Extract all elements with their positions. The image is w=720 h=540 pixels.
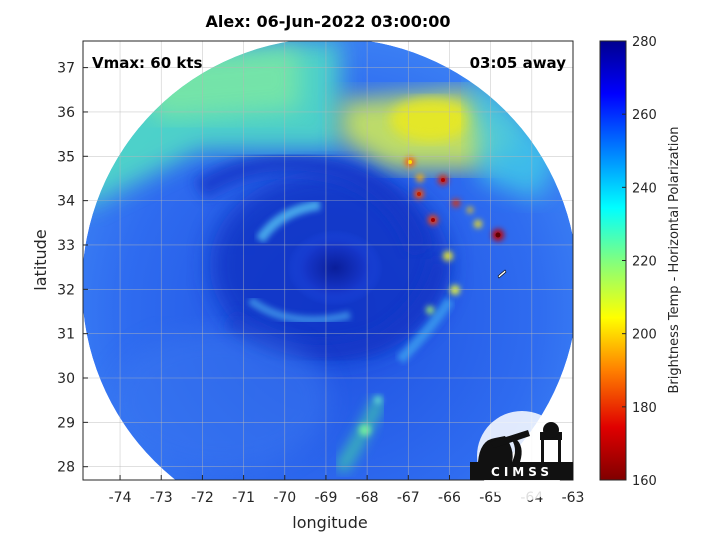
x-tick-label: -73 <box>150 490 173 506</box>
y-tick-label: 31 <box>57 327 75 343</box>
y-tick-label: 29 <box>57 415 75 431</box>
cimss-logo-text: CIMSS <box>491 465 553 479</box>
colorbar-tick-label: 200 <box>632 328 657 343</box>
x-axis-label: longitude <box>292 513 367 532</box>
y-tick-label: 36 <box>57 105 75 121</box>
colorbar-tick-label: 260 <box>632 108 657 123</box>
x-tick-label: -63 <box>562 490 585 506</box>
y-tick-label: 35 <box>57 149 75 165</box>
x-tick-label: -72 <box>191 490 214 506</box>
vmax-label: Vmax: 60 kts <box>92 54 202 72</box>
y-tick-label: 33 <box>57 238 75 254</box>
colorbar-tick-label: 180 <box>632 401 657 416</box>
x-tick-label: -67 <box>397 490 420 506</box>
page-title: Alex: 06-Jun-2022 03:00:00 <box>205 12 451 31</box>
colorbar-ticks: 280 260 240 220 200 180 160 <box>622 35 657 489</box>
colorbar-tick-label: 160 <box>632 474 657 489</box>
y-tick-label: 30 <box>57 371 75 387</box>
brightness-temperature-swath <box>83 41 573 480</box>
x-tick-label: -66 <box>438 490 461 506</box>
x-tick-label: -69 <box>315 490 338 506</box>
cimss-logo: CIMSS <box>470 411 573 501</box>
colorbar-gradient <box>600 41 626 480</box>
axes-frame <box>82 40 574 481</box>
y-tick-label: 37 <box>57 61 75 77</box>
x-tick-label: -70 <box>273 490 296 506</box>
x-tick-label: -74 <box>109 490 132 506</box>
y-axis-label: latitude <box>31 229 50 290</box>
colorbar-tick-label: 220 <box>632 255 657 270</box>
colorbar-tick-label: 240 <box>632 181 657 196</box>
y-tick-label: 34 <box>57 194 75 210</box>
colorbar: 280 260 240 220 200 180 160 Brightness Temp - … <box>599 35 682 489</box>
colorbar-tick-label: 280 <box>632 35 657 50</box>
x-tick-label: -68 <box>356 490 379 506</box>
y-tick-label: 32 <box>57 282 75 298</box>
time-away-label: 03:05 away <box>470 54 567 72</box>
colorbar-label: Brightness Temp - Horizontal Polarizatio… <box>667 126 682 393</box>
y-axis-ticks: 28 29 30 31 32 33 34 35 36 37 <box>57 61 88 476</box>
x-tick-label: -71 <box>232 490 255 506</box>
x-tick-label: -65 <box>479 490 502 506</box>
y-tick-label: 28 <box>57 460 75 476</box>
